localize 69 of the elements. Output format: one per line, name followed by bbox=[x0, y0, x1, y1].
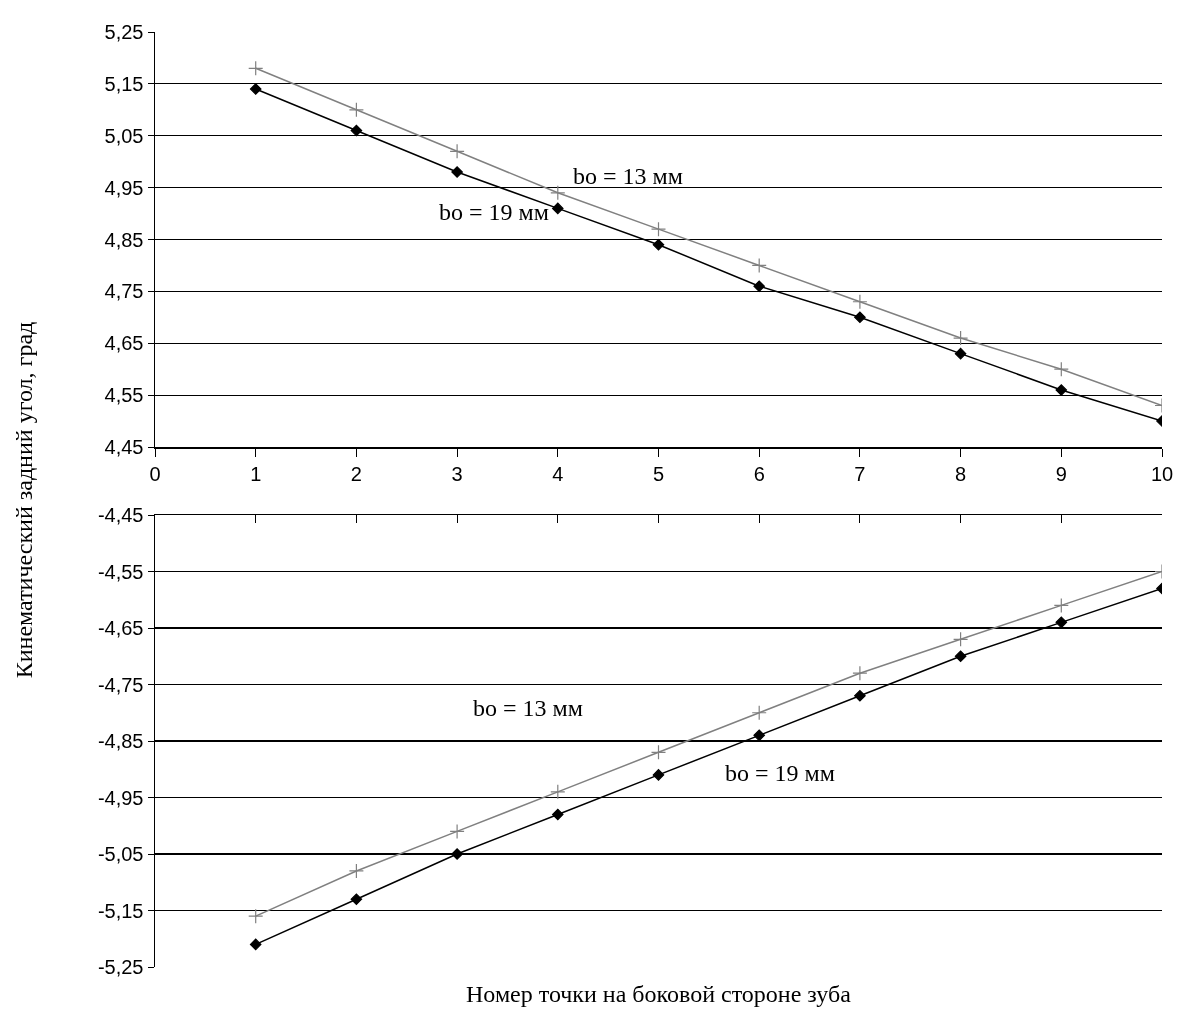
y-tick-label: -4,65 bbox=[97, 617, 144, 639]
point bbox=[451, 166, 463, 178]
point bbox=[650, 744, 667, 760]
point bbox=[753, 280, 765, 292]
y-tick-label: -4,95 bbox=[97, 786, 144, 809]
y-tick-label: -4,75 bbox=[97, 673, 144, 696]
point bbox=[652, 238, 665, 251]
point bbox=[854, 311, 866, 324]
point bbox=[249, 938, 262, 951]
annotation: bo = 19 мм bbox=[725, 760, 835, 786]
point bbox=[1053, 361, 1069, 377]
point bbox=[550, 784, 566, 800]
point bbox=[348, 863, 364, 879]
x-tick-label: 7 bbox=[854, 462, 866, 485]
annotation: bo = 19 мм bbox=[439, 199, 549, 225]
y-axis-title: Кинематический задний угол, град bbox=[10, 321, 38, 679]
point bbox=[1053, 597, 1069, 613]
x-tick-label: 0 bbox=[149, 462, 161, 485]
point bbox=[550, 185, 566, 201]
x-axis-title: Номер точки на боковой стороне зуба bbox=[466, 981, 852, 1007]
x-tick-label: 10 bbox=[1150, 462, 1174, 485]
point bbox=[350, 893, 363, 905]
x-tick-label: 1 bbox=[250, 462, 262, 485]
x-tick-label: 4 bbox=[552, 462, 564, 485]
y-tick-label: -5,05 bbox=[97, 843, 144, 865]
point bbox=[350, 124, 363, 137]
point bbox=[652, 769, 665, 781]
point bbox=[552, 808, 564, 821]
y-tick-label: -5,25 bbox=[97, 956, 144, 978]
y-tick-label: 5,05 bbox=[104, 124, 144, 147]
x-tick-label: 2 bbox=[350, 462, 362, 485]
point bbox=[552, 202, 564, 215]
y-tick-label: -4,55 bbox=[97, 560, 144, 583]
annotation: bo = 13 мм bbox=[573, 163, 683, 189]
point bbox=[248, 908, 264, 924]
x-tick-label: 9 bbox=[1055, 462, 1067, 485]
point bbox=[249, 83, 262, 95]
x-tick-label: 6 bbox=[753, 462, 765, 485]
y-tick-label: -4,45 bbox=[97, 504, 144, 526]
y-tick-label: 4,95 bbox=[104, 176, 144, 199]
y-tick-label: 4,75 bbox=[104, 280, 144, 303]
y-tick-label: 5,15 bbox=[104, 72, 144, 95]
annotation: bo = 13 мм bbox=[473, 695, 583, 721]
y-tick-label: 4,65 bbox=[104, 332, 144, 355]
point bbox=[650, 221, 667, 237]
y-tick-label: -5,15 bbox=[97, 899, 144, 922]
y-tick-label: 4,45 bbox=[104, 436, 144, 458]
point bbox=[953, 330, 969, 346]
point bbox=[954, 347, 967, 360]
point bbox=[348, 102, 364, 118]
point bbox=[449, 823, 465, 839]
point bbox=[852, 294, 868, 310]
point bbox=[1055, 384, 1068, 396]
point bbox=[852, 665, 868, 681]
point bbox=[451, 848, 463, 860]
point bbox=[954, 650, 967, 663]
point bbox=[248, 60, 264, 76]
y-tick-label: 4,85 bbox=[104, 228, 144, 251]
point bbox=[449, 143, 465, 159]
x-tick-label: 5 bbox=[652, 462, 665, 485]
x-tick-label: 3 bbox=[451, 462, 463, 485]
x-tick-label: 8 bbox=[955, 462, 967, 485]
y-tick-label: 5,25 bbox=[104, 21, 144, 43]
y-tick-label: 4,55 bbox=[104, 384, 144, 407]
point bbox=[751, 257, 767, 274]
point bbox=[953, 631, 969, 647]
y-tick-label: -4,85 bbox=[97, 730, 144, 752]
point bbox=[854, 690, 866, 702]
point bbox=[751, 705, 767, 721]
